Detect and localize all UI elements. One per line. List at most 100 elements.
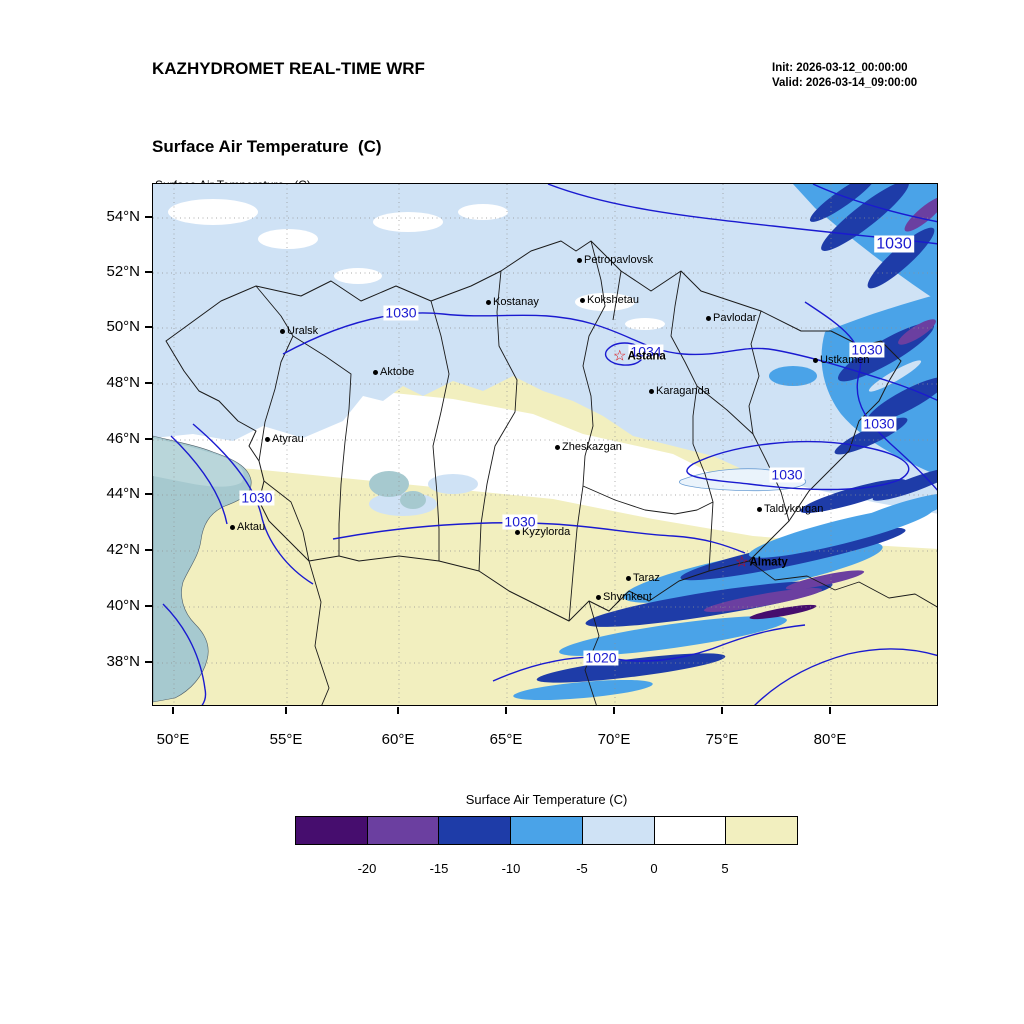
graticule xyxy=(153,184,937,705)
weather-map: 1030 1030 1034 1030 1030 1030 1030 1030 … xyxy=(152,183,938,706)
latitude-tick xyxy=(145,326,152,328)
map-canvas xyxy=(153,184,937,705)
capital-star-icon: ☆ xyxy=(735,553,749,571)
city-label: Zheskazgan xyxy=(562,441,622,453)
latitude-tick xyxy=(145,549,152,551)
city-marker-almaty: ☆ Almaty xyxy=(735,555,788,570)
longitude-tick xyxy=(172,707,174,714)
legend-title: Surface Air Temperature (C) xyxy=(465,792,628,807)
city-dot-icon xyxy=(813,357,818,363)
longitude-tick-label: 65°E xyxy=(489,731,523,748)
city-label: Kostanay xyxy=(493,296,539,308)
aral-sea xyxy=(369,471,409,497)
legend-color-cell xyxy=(654,817,727,844)
city-marker-pavlodar: Pavlodar xyxy=(706,312,756,324)
city-label: Aktau xyxy=(237,521,266,533)
title-line-1: KAZHYDROMET REAL-TIME WRF xyxy=(152,59,425,78)
legend-color-cell xyxy=(439,817,512,844)
legend-color-cell xyxy=(511,817,583,844)
longitude-tick-label: 60°E xyxy=(381,731,415,748)
longitude-tick-label: 75°E xyxy=(705,731,739,748)
pressure-label: 1034 xyxy=(628,343,664,360)
city-dot-icon xyxy=(580,297,585,303)
title-line-2: Surface Air Temperature (C) xyxy=(152,137,382,156)
north-caspian xyxy=(153,438,244,487)
city-label: Shymkent xyxy=(603,591,652,603)
longitude-tick xyxy=(829,707,831,714)
capital-star-icon: ☆ xyxy=(613,347,627,365)
latitude-tick-label: 52°N xyxy=(106,263,140,280)
kazakhstan-border xyxy=(165,240,902,622)
city-marker-petropavlovsk: Petropavlovsk xyxy=(577,254,653,266)
city-label: Uralsk xyxy=(287,325,319,337)
init-time: Init: 2026-03-12_00:00:00 xyxy=(772,62,908,74)
pressure-label: 1030 xyxy=(861,415,897,432)
longitude-tick-label: 55°E xyxy=(269,731,303,748)
latitude-tick xyxy=(145,438,152,440)
pressure-label: 1030 xyxy=(383,304,419,321)
city-dot-icon xyxy=(706,315,711,321)
legend-color-cell xyxy=(296,817,368,844)
city-dot-icon xyxy=(555,444,560,450)
latitude-tick-label: 54°N xyxy=(106,208,140,225)
latitude-tick xyxy=(145,661,152,663)
city-label: Kokshetau xyxy=(587,294,639,306)
city-dot-icon xyxy=(577,257,582,263)
pressure-label: 1030 xyxy=(769,466,805,483)
city-dot-icon xyxy=(649,388,654,394)
city-marker-karaganda: Karaganda xyxy=(649,385,710,397)
longitude-tick xyxy=(397,707,399,714)
temperature-shading xyxy=(153,184,937,705)
city-dot-icon xyxy=(596,594,601,600)
legend-colorbar xyxy=(295,816,798,845)
latitude-tick xyxy=(145,216,152,218)
latitude-tick-label: 38°N xyxy=(106,653,140,670)
longitude-tick xyxy=(721,707,723,714)
city-marker-aktobe: Aktobe xyxy=(373,366,414,378)
city-marker-ustkamen: Ustkamen xyxy=(813,354,870,366)
pressure-label: 1030 xyxy=(502,513,538,530)
city-marker-kokshetau: Kokshetau xyxy=(580,294,639,306)
legend-tick-label: -15 xyxy=(429,861,449,876)
latitude-tick xyxy=(145,382,152,384)
capital-label: Astana xyxy=(627,350,666,362)
longitude-tick xyxy=(613,707,615,714)
city-dot-icon xyxy=(373,369,378,375)
latitude-tick xyxy=(145,271,152,273)
city-marker-zheskazgan: Zheskazgan xyxy=(555,441,622,453)
city-marker-kyzylorda: Kyzylorda xyxy=(515,526,570,538)
longitude-tick-label: 50°E xyxy=(156,731,190,748)
legend-tick-label: -20 xyxy=(357,861,377,876)
city-dot-icon xyxy=(757,506,762,512)
capital-label: Almaty xyxy=(749,556,788,568)
city-label: Aktobe xyxy=(380,366,415,378)
city-marker-taraz: Taraz xyxy=(626,572,660,584)
city-dot-icon xyxy=(265,436,270,442)
pressure-label: 1030 xyxy=(239,489,275,506)
latitude-tick-label: 50°N xyxy=(106,318,140,335)
city-label: Ustkamen xyxy=(820,354,870,366)
city-marker-atyrau: Atyrau xyxy=(265,433,304,445)
city-label: Taldykorgan xyxy=(764,503,824,515)
legend-color-cell xyxy=(367,817,440,844)
latitude-tick-label: 44°N xyxy=(106,485,140,502)
city-label: Pavlodar xyxy=(713,312,757,324)
caspian-sea xyxy=(153,435,252,703)
city-label: Karaganda xyxy=(656,385,710,397)
city-label: Petropavlovsk xyxy=(584,254,654,266)
city-dot-icon xyxy=(515,529,520,535)
run-times: Init: 2026-03-12_00:00:00 Valid: 2026-03… xyxy=(772,61,917,91)
valid-time: Valid: 2026-03-14_09:00:00 xyxy=(772,77,918,89)
city-marker-astana: ☆ Astana xyxy=(613,349,666,364)
aral-sea-east xyxy=(400,491,426,509)
legend-tick-label: -10 xyxy=(501,861,521,876)
latitude-tick-label: 42°N xyxy=(106,541,140,558)
city-dot-icon xyxy=(230,524,235,530)
legend-tick-label: 0 xyxy=(650,861,658,876)
latitude-tick xyxy=(145,605,152,607)
legend-tick-label: 5 xyxy=(721,861,729,876)
latitude-tick-label: 48°N xyxy=(106,374,140,391)
city-marker-taldykorgan: Taldykorgan xyxy=(757,503,823,515)
city-dot-icon xyxy=(486,299,491,305)
city-label: Atyrau xyxy=(272,433,304,445)
